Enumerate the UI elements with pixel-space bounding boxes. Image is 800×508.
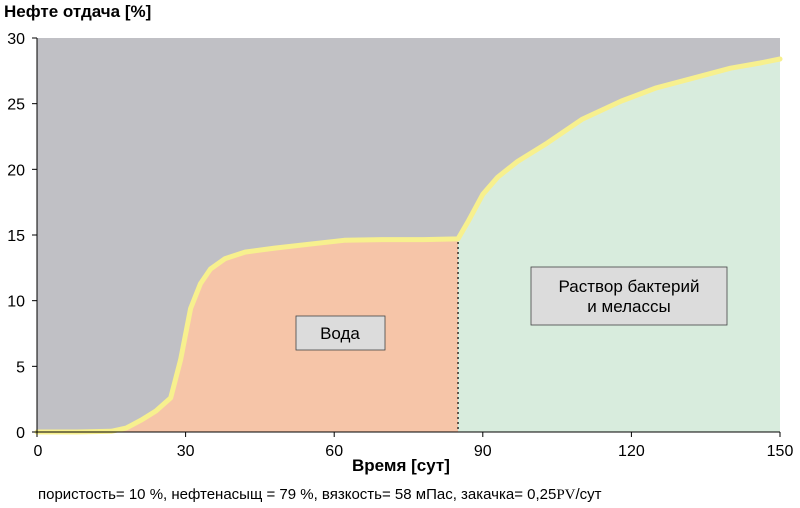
x-tick-label: 150 xyxy=(767,443,794,460)
footnote-text: пористость= 10 %, нефтенасыщ = 79 %, вяз… xyxy=(38,486,557,503)
x-tick-label: 60 xyxy=(325,443,343,460)
y-tick-label: 5 xyxy=(16,359,25,376)
footnote-pv: PV xyxy=(556,487,576,503)
y-tick-label: 20 xyxy=(7,162,25,179)
solution-label-box: Раствор бактерий и мелассы xyxy=(530,266,728,326)
experiment-parameters-footnote: пористость= 10 %, нефтенасыщ = 79 %, вяз… xyxy=(38,486,602,504)
solution-label-line-1: Раствор бактерий xyxy=(559,277,700,296)
x-tick-label: 30 xyxy=(177,443,195,460)
water-label-box: Вода xyxy=(295,315,386,351)
solution-region-area xyxy=(458,59,780,432)
x-axis-title: Время [сут] xyxy=(352,456,450,475)
y-tick-label: 25 xyxy=(7,97,25,114)
x-tick-labels: 0 30 60 90 120 150 xyxy=(34,432,794,460)
y-tick-label: 10 xyxy=(7,294,25,311)
x-tick-label: 90 xyxy=(474,443,492,460)
footnote-unit: /сут xyxy=(575,486,602,503)
y-tick-labels: 0 5 10 15 20 25 30 xyxy=(7,31,37,442)
x-tick-label: 0 xyxy=(34,443,43,460)
water-region-area xyxy=(37,238,458,432)
y-tick-label: 15 xyxy=(7,228,25,245)
y-tick-label: 0 xyxy=(16,425,25,442)
y-axis-title: Нефте отдача [%] xyxy=(4,2,152,21)
solution-label-line-2: и мелассы xyxy=(587,297,670,316)
water-label: Вода xyxy=(320,324,360,343)
x-tick-label: 120 xyxy=(618,443,645,460)
recovery-curve-line xyxy=(34,56,783,435)
y-tick-label: 30 xyxy=(7,31,25,48)
